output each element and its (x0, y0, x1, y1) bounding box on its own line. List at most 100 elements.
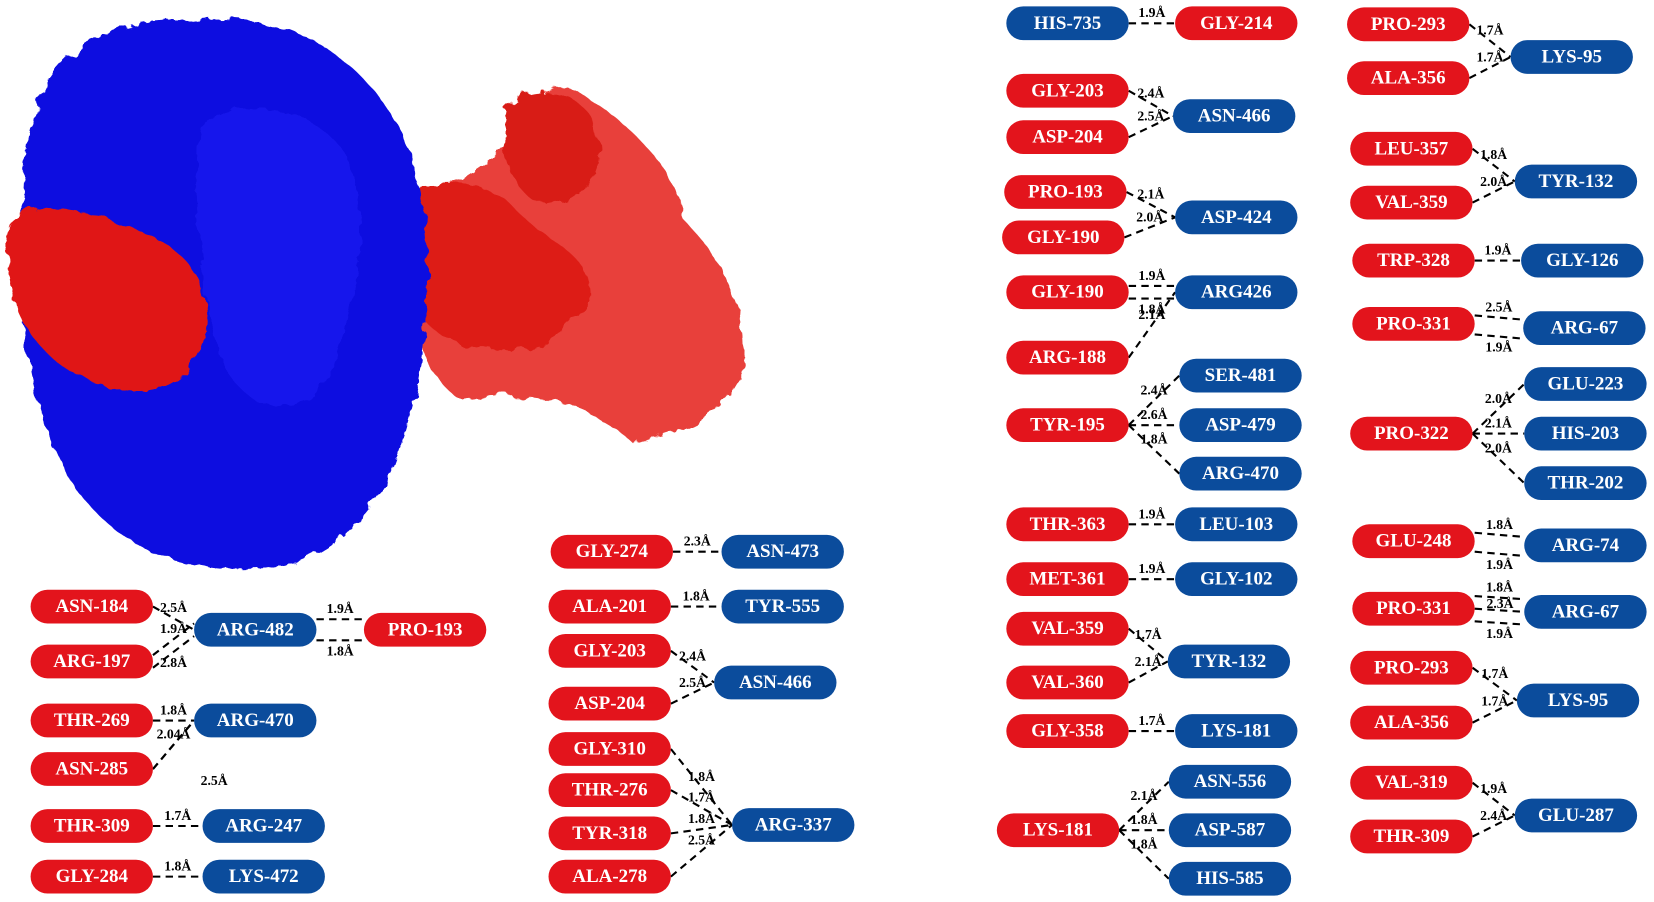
residue-pill (1350, 650, 1473, 685)
residue-pill (1006, 275, 1129, 310)
bond-distance: 1.9Å (1484, 243, 1511, 258)
bond-distance: 2.5Å (1137, 109, 1164, 124)
bond-distance: 1.7Å (688, 789, 715, 804)
residue-label: GLY-284 (56, 866, 129, 887)
bond-line (1472, 180, 1516, 204)
bond-distance: 1.8Å (1130, 812, 1157, 827)
bond-line (1468, 56, 1512, 80)
bond-line (1472, 699, 1518, 724)
bond-distance: 1.7Å (1135, 627, 1162, 642)
bond-distance: 1.9Å (1138, 5, 1165, 20)
residue-pill (1006, 408, 1129, 443)
bond-distance: 1.8Å (327, 643, 354, 658)
residue-pill (1004, 175, 1127, 209)
bond-distance: 2.5Å (160, 600, 187, 615)
residue-label: GLU-223 (1547, 374, 1623, 395)
bond-distance: 2.0Å (1485, 440, 1512, 455)
residue-label: GLY-310 (574, 738, 646, 759)
bond-distance: 2.0Å (1480, 174, 1507, 189)
bond-distance: 2.3Å (1486, 596, 1513, 611)
residue-label: PRO-293 (1374, 657, 1449, 678)
residue-label: ARG-337 (755, 814, 832, 835)
residue-label: GLY-190 (1031, 282, 1103, 303)
residue-pill (548, 686, 671, 721)
bond-distance: 1.8Å (1480, 147, 1507, 162)
residue-label: THR-363 (1030, 514, 1106, 535)
residue-label: PRO-193 (388, 619, 463, 640)
residue-label: MET-361 (1029, 569, 1105, 590)
residue-label: VAL-359 (1375, 192, 1447, 213)
residue-pill (714, 665, 837, 700)
bond-distance: 2.5Å (688, 833, 715, 848)
residue-pill (1347, 61, 1470, 95)
residue-pill (202, 809, 325, 843)
residue-label: PRO-293 (1371, 14, 1446, 35)
residue-pill (1175, 714, 1298, 748)
residue-label: PRO-322 (1374, 423, 1449, 444)
bond-distance: 1.7Å (1481, 693, 1508, 708)
bond-line (1474, 620, 1525, 626)
residue-label: GLU-287 (1538, 805, 1614, 826)
bond-distance: 1.9Å (1485, 340, 1512, 355)
residue-pill (202, 859, 325, 894)
bond-distance: 1.8Å (683, 589, 710, 604)
residue-label: LYS-181 (1023, 820, 1093, 841)
bond-distance: 1.8Å (1486, 580, 1513, 595)
bond-distance: 1.9Å (1480, 781, 1507, 796)
residue-label: ARG-74 (1552, 535, 1620, 556)
residue-label: LEU-357 (1374, 138, 1448, 159)
bond-distance: 2.04Å (157, 727, 191, 742)
residue-label: GLY-126 (1546, 250, 1618, 271)
residue-pill (1006, 507, 1129, 542)
bond-distance: 2.4Å (1480, 808, 1507, 823)
residue-pill (721, 534, 844, 569)
residue-pill (194, 703, 317, 738)
bond-distance: 1.8Å (164, 859, 191, 874)
bond-distance: 2.3Å (684, 534, 711, 549)
residue-label: LYS-95 (1548, 690, 1608, 711)
residue-pill (548, 816, 671, 851)
residue-pill (30, 859, 153, 894)
bond-line (1474, 333, 1524, 340)
bond-line (1128, 115, 1174, 139)
residue-pill (721, 589, 844, 624)
residue-pill (1352, 524, 1475, 559)
residue-label: ASP-424 (1201, 207, 1272, 228)
residue-label: TYR-132 (1191, 651, 1266, 672)
residue-pill (1524, 466, 1647, 501)
residue-pill (1175, 562, 1298, 597)
residue-label: ASN-466 (739, 672, 812, 693)
bond-distance: 2.1Å (1138, 307, 1165, 322)
bond-distance: 2.0Å (1136, 209, 1163, 224)
residue-label: ASN-556 (1194, 771, 1267, 792)
bond-line (1474, 314, 1524, 321)
residue-pill (1168, 764, 1292, 799)
bond-line (1474, 550, 1525, 558)
bond-distance: 1.7Å (1476, 50, 1503, 65)
residue-label: VAL-359 (1031, 618, 1103, 639)
bond-distance: 1.8Å (1140, 431, 1167, 446)
residue-pill (548, 634, 671, 668)
residue-pill (1006, 562, 1129, 597)
residue-pill (1006, 6, 1129, 41)
residue-pill (1006, 340, 1129, 375)
residue-label: ALA-356 (1371, 68, 1446, 89)
residue-pill (1168, 861, 1292, 896)
residue-label: ASP-587 (1195, 820, 1266, 841)
residue-label: THR-309 (1373, 826, 1449, 847)
residue-label: ARG-247 (225, 815, 302, 836)
bond-line (152, 719, 195, 770)
residue-label: THR-202 (1547, 473, 1623, 494)
residue-label: PRO-331 (1376, 598, 1451, 619)
bond-distance: 2.1Å (1130, 788, 1157, 803)
residue-pill (30, 589, 153, 624)
residue-pill (1175, 507, 1298, 542)
bond-line (1472, 814, 1516, 838)
bond-distance: 1.8Å (1130, 836, 1157, 851)
residue-label: ALA-356 (1374, 712, 1449, 733)
bond-distance: 2.5Å (679, 675, 706, 690)
bond-distance: 1.7Å (1476, 23, 1503, 38)
residue-pill (194, 612, 317, 647)
residue-label: ARG-482 (217, 619, 294, 640)
bond-line (152, 622, 195, 656)
